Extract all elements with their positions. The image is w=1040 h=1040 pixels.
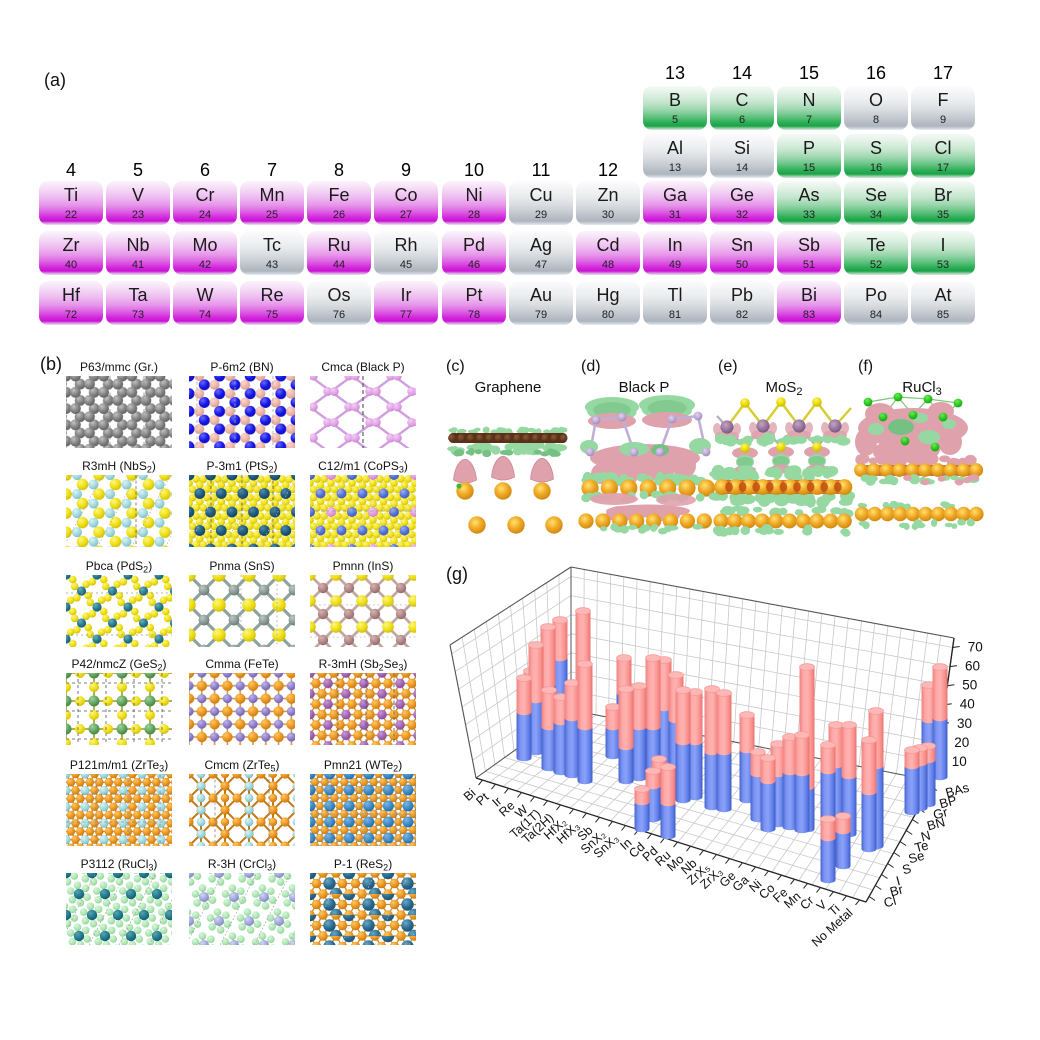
svg-text:R-3mH (Sb2Se3): R-3mH (Sb2Se3) xyxy=(319,657,408,673)
svg-text:BP: BP xyxy=(938,792,959,811)
svg-text:Black P: Black P xyxy=(619,379,670,396)
svg-text:10: 10 xyxy=(952,754,967,769)
svg-text:Br: Br xyxy=(888,881,905,899)
svg-text:P-1 (ReS2): P-1 (ReS2) xyxy=(334,857,392,873)
svg-text:Graphene: Graphene xyxy=(475,379,542,396)
svg-text:P-3m1 (PtS2): P-3m1 (PtS2) xyxy=(206,459,277,475)
svg-text:40: 40 xyxy=(960,697,975,712)
svg-text:(g): (g) xyxy=(446,564,468,584)
svg-text:70: 70 xyxy=(968,640,983,655)
svg-text:Cl: Cl xyxy=(882,893,898,911)
svg-text:C12/m1 (CoPS3): C12/m1 (CoPS3) xyxy=(318,459,408,475)
svg-text:S: S xyxy=(900,861,913,878)
svg-text:P121m/m1 (ZrTe3): P121m/m1 (ZrTe3) xyxy=(70,758,168,774)
svg-text:50: 50 xyxy=(962,678,977,693)
svg-text:BN: BN xyxy=(925,814,946,833)
svg-text:Se: Se xyxy=(907,848,926,867)
svg-text:(c): (c) xyxy=(446,358,465,375)
svg-text:R-3H (CrCl3): R-3H (CrCl3) xyxy=(208,857,276,873)
svg-text:Cmma (FeTe): Cmma (FeTe) xyxy=(205,657,278,671)
svg-text:Pmn21 (WTe2): Pmn21 (WTe2) xyxy=(324,758,402,774)
svg-text:Cmcm (ZrTe5): Cmcm (ZrTe5) xyxy=(204,758,279,774)
svg-text:BAs: BAs xyxy=(944,780,971,801)
svg-text:P42/nmcZ (GeS2): P42/nmcZ (GeS2) xyxy=(71,657,166,673)
svg-text:I: I xyxy=(894,873,901,888)
svg-text:(e): (e) xyxy=(718,358,738,375)
svg-text:Cmca (Black P): Cmca (Black P) xyxy=(321,360,404,374)
svg-text:Pnma (SnS): Pnma (SnS) xyxy=(209,559,274,573)
svg-text:30: 30 xyxy=(957,716,972,731)
svg-text:R3mH (NbS2): R3mH (NbS2) xyxy=(82,459,156,475)
svg-text:P63/mmc (Gr.): P63/mmc (Gr.) xyxy=(80,360,158,374)
svg-text:RuCl3: RuCl3 xyxy=(902,379,941,398)
svg-text:Gr: Gr xyxy=(931,804,949,822)
svg-text:N: N xyxy=(919,827,932,844)
svg-text:(f): (f) xyxy=(858,358,873,375)
svg-text:20: 20 xyxy=(954,735,969,750)
svg-text:P-6m2 (BN): P-6m2 (BN) xyxy=(210,360,273,374)
svg-text:60: 60 xyxy=(965,659,980,674)
svg-text:MoS2: MoS2 xyxy=(766,379,803,398)
svg-text:Pmnn (InS): Pmnn (InS) xyxy=(333,559,394,573)
svg-text:P3112 (RuCl3): P3112 (RuCl3) xyxy=(81,857,158,873)
svg-text:Te: Te xyxy=(913,837,930,855)
svg-text:(d): (d) xyxy=(581,358,601,375)
svg-text:Pbca (PdS2): Pbca (PdS2) xyxy=(86,559,152,575)
